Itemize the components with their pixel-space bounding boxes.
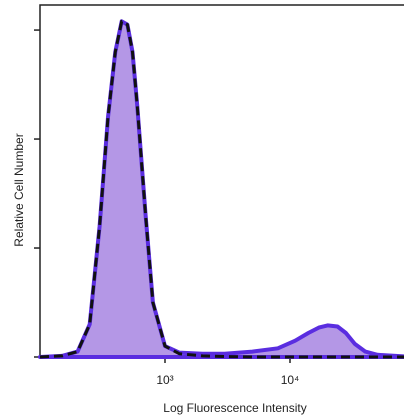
x-axis-label: Log Fluorescence Intensity xyxy=(163,401,306,415)
y-axis-label: Relative Cell Number xyxy=(12,133,26,246)
x-tick-label: 10³ xyxy=(156,373,173,387)
series-area xyxy=(38,19,404,359)
series-area xyxy=(39,19,404,359)
x-tick-label: 10⁴ xyxy=(281,373,300,387)
